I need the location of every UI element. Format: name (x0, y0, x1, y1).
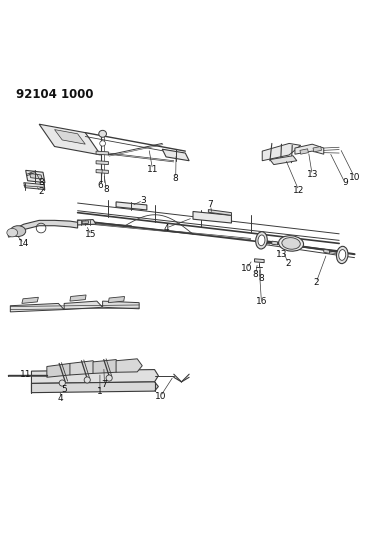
Ellipse shape (337, 246, 348, 264)
Text: 4: 4 (58, 393, 63, 402)
Polygon shape (54, 130, 85, 144)
Ellipse shape (10, 226, 26, 237)
Circle shape (59, 380, 65, 386)
Text: 10: 10 (349, 173, 360, 182)
Polygon shape (22, 297, 38, 303)
Polygon shape (96, 169, 108, 173)
Ellipse shape (7, 229, 18, 237)
Polygon shape (295, 144, 324, 154)
Text: 12: 12 (293, 186, 305, 195)
Text: 11: 11 (20, 370, 31, 379)
Text: 13: 13 (306, 171, 318, 180)
Ellipse shape (99, 131, 107, 138)
Text: 13: 13 (276, 251, 287, 260)
Text: 10: 10 (154, 392, 166, 401)
Polygon shape (254, 259, 264, 263)
Polygon shape (300, 149, 308, 154)
Polygon shape (26, 171, 45, 183)
Text: 10: 10 (241, 264, 252, 273)
Text: 11: 11 (147, 165, 158, 174)
Polygon shape (93, 360, 121, 374)
Polygon shape (39, 124, 101, 155)
Text: 14: 14 (18, 239, 29, 248)
Polygon shape (324, 249, 330, 253)
Polygon shape (70, 295, 86, 301)
Text: 8: 8 (103, 185, 109, 194)
Polygon shape (47, 364, 74, 377)
Polygon shape (116, 359, 142, 372)
Circle shape (84, 377, 90, 383)
Polygon shape (313, 147, 322, 152)
Polygon shape (208, 209, 232, 215)
Text: 8: 8 (259, 273, 264, 282)
Text: 2: 2 (313, 278, 319, 287)
Polygon shape (270, 156, 297, 165)
Text: 3: 3 (140, 196, 146, 205)
Text: 1: 1 (97, 387, 103, 396)
Polygon shape (262, 143, 301, 161)
Polygon shape (10, 303, 64, 312)
Text: 6: 6 (98, 181, 103, 190)
Polygon shape (30, 173, 42, 179)
Polygon shape (32, 382, 158, 393)
Polygon shape (70, 361, 98, 375)
Text: 15: 15 (85, 230, 97, 239)
Polygon shape (78, 220, 96, 225)
Polygon shape (96, 161, 108, 165)
Ellipse shape (258, 235, 265, 246)
Ellipse shape (279, 236, 303, 251)
Text: 8: 8 (38, 178, 44, 187)
Polygon shape (96, 151, 108, 155)
Polygon shape (193, 212, 232, 223)
Ellipse shape (339, 249, 346, 260)
Text: 8: 8 (252, 270, 258, 279)
Ellipse shape (100, 141, 105, 146)
Text: 7: 7 (102, 381, 107, 390)
Ellipse shape (282, 238, 300, 249)
Text: 7: 7 (207, 200, 213, 209)
Polygon shape (116, 202, 147, 210)
Polygon shape (272, 241, 278, 245)
Polygon shape (82, 221, 88, 224)
Circle shape (106, 375, 112, 381)
Polygon shape (8, 220, 78, 237)
Text: 4: 4 (163, 223, 169, 232)
Text: 9: 9 (342, 178, 348, 187)
Text: 8: 8 (173, 174, 179, 182)
Text: 16: 16 (256, 297, 267, 306)
Ellipse shape (256, 232, 267, 249)
Polygon shape (64, 301, 103, 310)
Polygon shape (24, 183, 45, 190)
Text: 5: 5 (61, 385, 67, 394)
Text: 92104 1000: 92104 1000 (16, 87, 93, 101)
Polygon shape (32, 369, 158, 383)
Polygon shape (108, 296, 125, 303)
Polygon shape (103, 301, 139, 309)
Polygon shape (162, 149, 189, 161)
Text: 2: 2 (286, 259, 291, 268)
Text: 2: 2 (38, 187, 44, 196)
